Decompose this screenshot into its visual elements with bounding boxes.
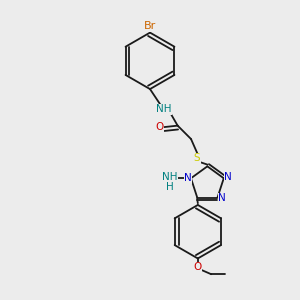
Text: NH: NH xyxy=(162,172,177,182)
Text: N: N xyxy=(184,173,192,183)
Text: H: H xyxy=(166,182,173,192)
Text: O: O xyxy=(156,122,164,132)
Text: Br: Br xyxy=(144,21,156,31)
Text: O: O xyxy=(194,262,202,272)
Text: N: N xyxy=(218,193,226,203)
Text: NH: NH xyxy=(156,104,171,114)
Text: S: S xyxy=(194,153,200,163)
Text: N: N xyxy=(224,172,232,182)
